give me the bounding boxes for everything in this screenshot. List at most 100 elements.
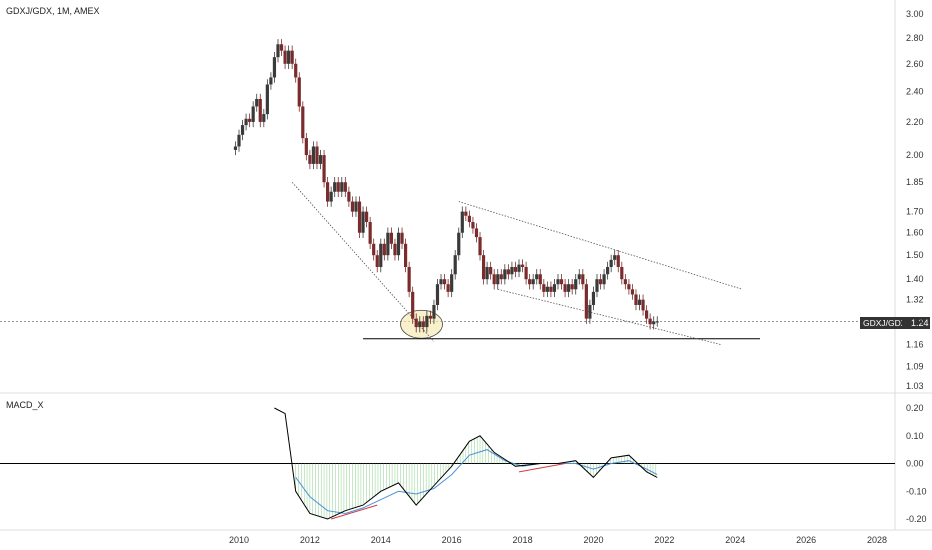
price-label-name-box <box>860 317 902 329</box>
candle-body <box>474 228 479 238</box>
price-label: GDXJ/GDX 1.24 <box>860 317 930 329</box>
candle-body <box>251 106 255 122</box>
time-axis: 2010 2012 2014 2016 2018 2020 2022 2024 2026 2028 <box>229 535 887 545</box>
candle-body <box>389 232 394 244</box>
candle-body <box>652 321 656 325</box>
time-tick-label: 2012 <box>300 535 320 545</box>
price-tick-label: 2.80 <box>906 33 924 43</box>
candle-body <box>425 315 429 328</box>
candle-body <box>591 291 596 305</box>
candle-body <box>577 274 581 280</box>
price-tick-label: 2.40 <box>906 87 924 97</box>
candle-body <box>318 155 323 164</box>
candle-body <box>616 255 620 267</box>
candle-body <box>407 266 411 292</box>
price-axis: 3.00 2.80 2.60 2.40 2.20 2.00 1.85 1.70 1.60 1.50… <box>906 9 924 391</box>
candle-body <box>304 138 308 156</box>
price-tick-label: 2.60 <box>906 59 924 69</box>
candle-body <box>538 274 542 285</box>
candle-body <box>556 279 560 285</box>
time-tick-label: 2022 <box>654 535 674 545</box>
candle-body <box>340 182 344 192</box>
candle-body <box>563 284 567 292</box>
candle-body <box>492 274 496 285</box>
candle-body <box>545 286 549 292</box>
time-tick-label: 2014 <box>371 535 391 545</box>
candle-body <box>567 284 571 292</box>
price-tick-label: 1.32 <box>906 295 924 305</box>
candle-body <box>513 266 518 272</box>
time-tick-label: 2018 <box>513 535 533 545</box>
signal-line <box>295 449 658 515</box>
price-tick-label: 1.60 <box>906 228 924 238</box>
price-label-value-box <box>902 317 930 329</box>
candle-body <box>240 125 245 135</box>
candle-body <box>237 134 241 147</box>
candle-body <box>269 77 273 85</box>
candle-body <box>233 146 238 150</box>
candles <box>233 39 659 333</box>
price-tick-label: 2.00 <box>906 150 924 160</box>
candle-body <box>655 321 659 323</box>
candle-body <box>471 222 475 229</box>
candle-body <box>457 232 461 256</box>
price-label-name: GDXJ/GDX <box>863 318 907 328</box>
candle-body <box>361 211 365 233</box>
candle-body <box>478 237 482 256</box>
candle-body <box>333 182 337 192</box>
macd-tick-label: 0.10 <box>906 431 924 441</box>
candle-body <box>613 255 617 260</box>
candle-body <box>403 243 408 267</box>
candle-body <box>489 266 493 275</box>
time-tick-label: 2020 <box>583 535 603 545</box>
candle-body <box>365 211 369 223</box>
candle-body <box>598 279 603 285</box>
candle-body <box>552 284 557 292</box>
candle-body <box>393 243 397 256</box>
candle-body <box>255 98 259 107</box>
candle-body <box>375 255 379 267</box>
candle-body <box>549 286 553 292</box>
candle-body <box>503 269 507 280</box>
candle-body <box>357 201 362 233</box>
candle-body <box>528 279 532 285</box>
divergence-line <box>518 463 566 473</box>
candle-body <box>627 284 631 290</box>
candle-body <box>244 118 248 126</box>
candle-body <box>645 310 649 319</box>
candle-body <box>276 44 280 58</box>
candle-body <box>524 266 528 280</box>
candle-body <box>379 243 383 267</box>
candle-body <box>570 284 574 290</box>
candle-body <box>265 84 269 115</box>
price-tick-label: 1.40 <box>906 274 924 284</box>
candle-body <box>606 266 610 275</box>
candle-body <box>343 182 347 192</box>
downtrend-line <box>291 181 435 342</box>
candle-body <box>322 155 326 183</box>
candle-body <box>411 291 415 319</box>
candle-body <box>315 146 319 164</box>
candle-body <box>460 211 464 233</box>
candle-body <box>414 318 418 328</box>
candle-body <box>382 243 386 256</box>
time-tick-label: 2028 <box>867 535 887 545</box>
highlight-ellipse <box>400 309 443 339</box>
candle-body <box>329 191 333 202</box>
candle-body <box>368 222 372 244</box>
candle-body <box>350 201 355 212</box>
candle-body <box>248 118 252 122</box>
candle-body <box>584 284 588 319</box>
candle-body <box>290 50 294 64</box>
time-tick-label: 2026 <box>796 535 816 545</box>
price-tick-label: 1.50 <box>906 250 924 260</box>
macd-series <box>0 407 895 520</box>
candle-body <box>464 211 468 216</box>
candle-body <box>467 215 471 223</box>
price-tick-label: 1.85 <box>906 177 924 187</box>
candle-body <box>588 304 592 319</box>
macd-line <box>274 407 658 520</box>
candle-body <box>418 321 422 328</box>
